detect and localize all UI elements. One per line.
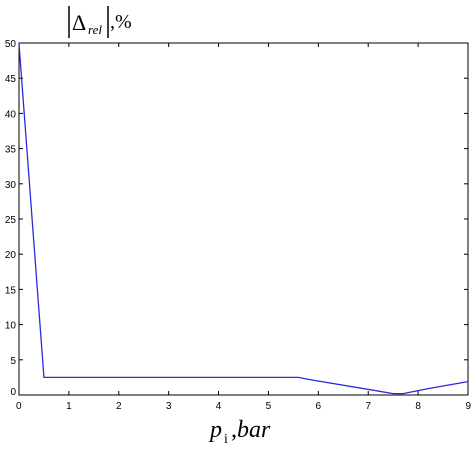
x-tick-label: 7: [365, 401, 371, 412]
y-tick-label: 30: [5, 180, 17, 191]
x-tick-label: 0: [16, 401, 22, 412]
x-tick-label: 3: [166, 401, 172, 412]
x-tick-label: 4: [216, 401, 222, 412]
y-tick-label: 0: [10, 387, 16, 398]
y-axis-label: Δ rel ,%: [68, 6, 132, 38]
y-tick-label: 20: [5, 250, 17, 261]
y-tick-label: 5: [10, 356, 16, 367]
x-label-subscript: i: [224, 432, 228, 447]
y-tick-label: 15: [5, 285, 17, 296]
y-tick-label: 40: [5, 109, 17, 120]
x-axis-label: p i ,bar: [208, 417, 271, 447]
x-tick-label: 9: [465, 401, 471, 412]
x-label-unit: ,bar: [231, 417, 271, 443]
series-line: [18, 42, 469, 395]
y-tick-label: 50: [5, 39, 17, 50]
y-tick-label: 45: [5, 74, 17, 85]
x-axis-ticks: 0 1 2 3 4 5 6 7 8 9: [16, 43, 471, 412]
x-tick-label: 5: [266, 401, 272, 412]
plot-frame: [18, 42, 469, 396]
series-layer: [18, 42, 469, 395]
x-tick-label: 6: [316, 401, 322, 412]
y-tick-label: 10: [5, 321, 17, 332]
x-tick-label: 1: [66, 401, 72, 412]
x-label-main: p: [208, 417, 222, 443]
y-label-delta: Δ: [72, 10, 86, 35]
y-label-subscript: rel: [88, 22, 102, 37]
y-label-unit: ,%: [110, 11, 132, 33]
y-tick-label: 35: [5, 145, 17, 156]
x-tick-label: 2: [116, 401, 122, 412]
x-tick-label: 8: [415, 401, 421, 412]
y-tick-label: 25: [5, 215, 17, 226]
y-axis-ticks: 0 5 10 15 20 25 30 35 40 45 50: [5, 39, 468, 398]
